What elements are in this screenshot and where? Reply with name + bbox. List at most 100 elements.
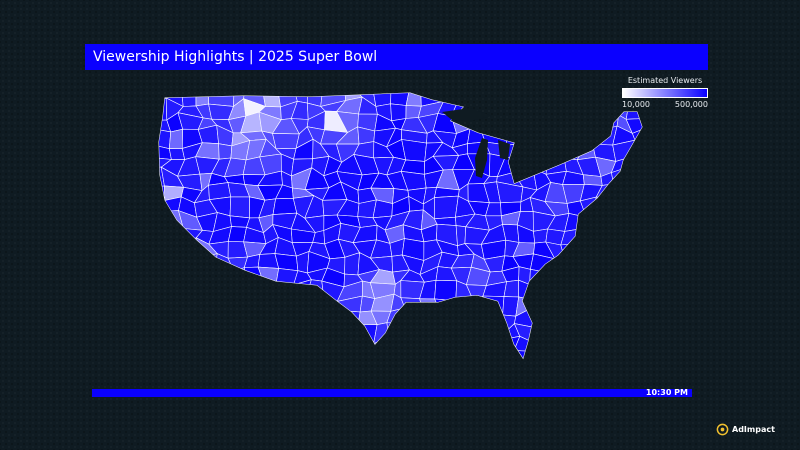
dma-region: [662, 241, 670, 261]
dma-region: [161, 279, 183, 298]
dma-region: [339, 335, 359, 358]
dma-region: [497, 93, 519, 102]
dma-region: [401, 139, 427, 162]
dma-region: [164, 295, 183, 311]
dma-region: [377, 351, 394, 358]
dma-region: [472, 349, 492, 358]
dma-region: [179, 308, 201, 326]
dma-region: [649, 199, 661, 218]
dma-region: [229, 196, 251, 219]
dma-region: [561, 126, 586, 147]
dma-region: [290, 312, 314, 332]
dma-region: [529, 280, 554, 302]
dma-region: [165, 348, 188, 358]
dma-region: [593, 102, 620, 117]
dma-region: [159, 342, 167, 354]
dma-region: [662, 126, 670, 145]
dma-region: [159, 348, 167, 358]
dma-region: [657, 199, 671, 216]
timeline-progress-bar: [92, 389, 692, 397]
dma-region: [480, 93, 504, 106]
dma-region: [546, 322, 568, 340]
dma-region: [289, 329, 314, 344]
dma-region: [624, 307, 642, 328]
dma-region: [627, 185, 642, 205]
dma-region: [257, 280, 282, 300]
dma-region: [512, 159, 534, 173]
dma-region: [386, 349, 412, 358]
dma-region: [226, 293, 251, 317]
dma-region: [218, 143, 233, 160]
dma-region: [416, 321, 440, 342]
dma-region: [646, 185, 660, 204]
dma-region: [209, 280, 236, 302]
dma-region: [164, 322, 187, 346]
dma-region: [436, 307, 453, 325]
dma-region: [179, 279, 195, 298]
dma-region: [178, 254, 204, 273]
dma-region: [432, 349, 457, 358]
dma-region: [273, 310, 299, 331]
dma-region: [195, 324, 218, 341]
dma-region: [593, 196, 617, 218]
dma-region: [658, 325, 670, 344]
dma-region: [531, 300, 548, 311]
dma-region: [432, 93, 458, 103]
dma-region: [661, 213, 670, 231]
dma-region: [640, 93, 642, 103]
dma-region: [247, 310, 265, 325]
dma-region: [390, 103, 407, 122]
dma-region: [272, 357, 292, 358]
dma-region: [625, 201, 642, 219]
dma-region: [247, 322, 267, 345]
lake-michigan: [475, 138, 488, 178]
dma-region: [658, 349, 670, 360]
dma-region: [582, 114, 596, 133]
dma-region: [402, 340, 421, 352]
dma-region: [567, 353, 587, 358]
dma-region: [450, 307, 470, 326]
dma-region: [648, 102, 660, 118]
us-dma-choropleth-map: [158, 92, 671, 361]
dma-region: [613, 183, 634, 202]
dma-region: [163, 223, 187, 245]
dma-region: [339, 353, 364, 358]
dma-region: [649, 145, 666, 163]
dma-region: [659, 100, 670, 114]
dma-region: [451, 300, 476, 313]
dma-region: [416, 336, 440, 352]
dma-region: [644, 321, 663, 343]
dma-region: [179, 295, 201, 311]
dma-region: [545, 271, 565, 282]
dma-region: [583, 280, 598, 297]
dma-region: [578, 324, 604, 344]
dma-region: [159, 185, 166, 201]
dma-region: [611, 307, 627, 328]
dma-region: [193, 295, 211, 317]
dma-region: [261, 350, 279, 358]
dma-region: [646, 169, 664, 187]
dma-region: [585, 210, 595, 229]
dma-region: [566, 336, 587, 358]
dma-region: [273, 329, 299, 345]
great-lakes: [442, 108, 510, 178]
dma-region: [161, 265, 182, 281]
dma-region: [545, 153, 567, 175]
dma-region: [625, 292, 642, 314]
dma-region: [207, 350, 234, 358]
dma-region: [644, 353, 661, 361]
dma-region: [466, 324, 490, 345]
dma-region: [594, 322, 616, 341]
dma-region: [208, 296, 236, 317]
dma-region: [656, 296, 670, 311]
dma-region: [262, 310, 280, 331]
dma-region: [627, 237, 642, 260]
dma-region: [579, 294, 598, 310]
dma-region: [159, 236, 169, 260]
dma-region: [592, 266, 620, 290]
dma-region: [641, 283, 642, 303]
dma-region: [625, 101, 642, 120]
dma-region: [582, 340, 604, 358]
dma-region: [312, 309, 324, 332]
dma-region: [584, 126, 596, 147]
